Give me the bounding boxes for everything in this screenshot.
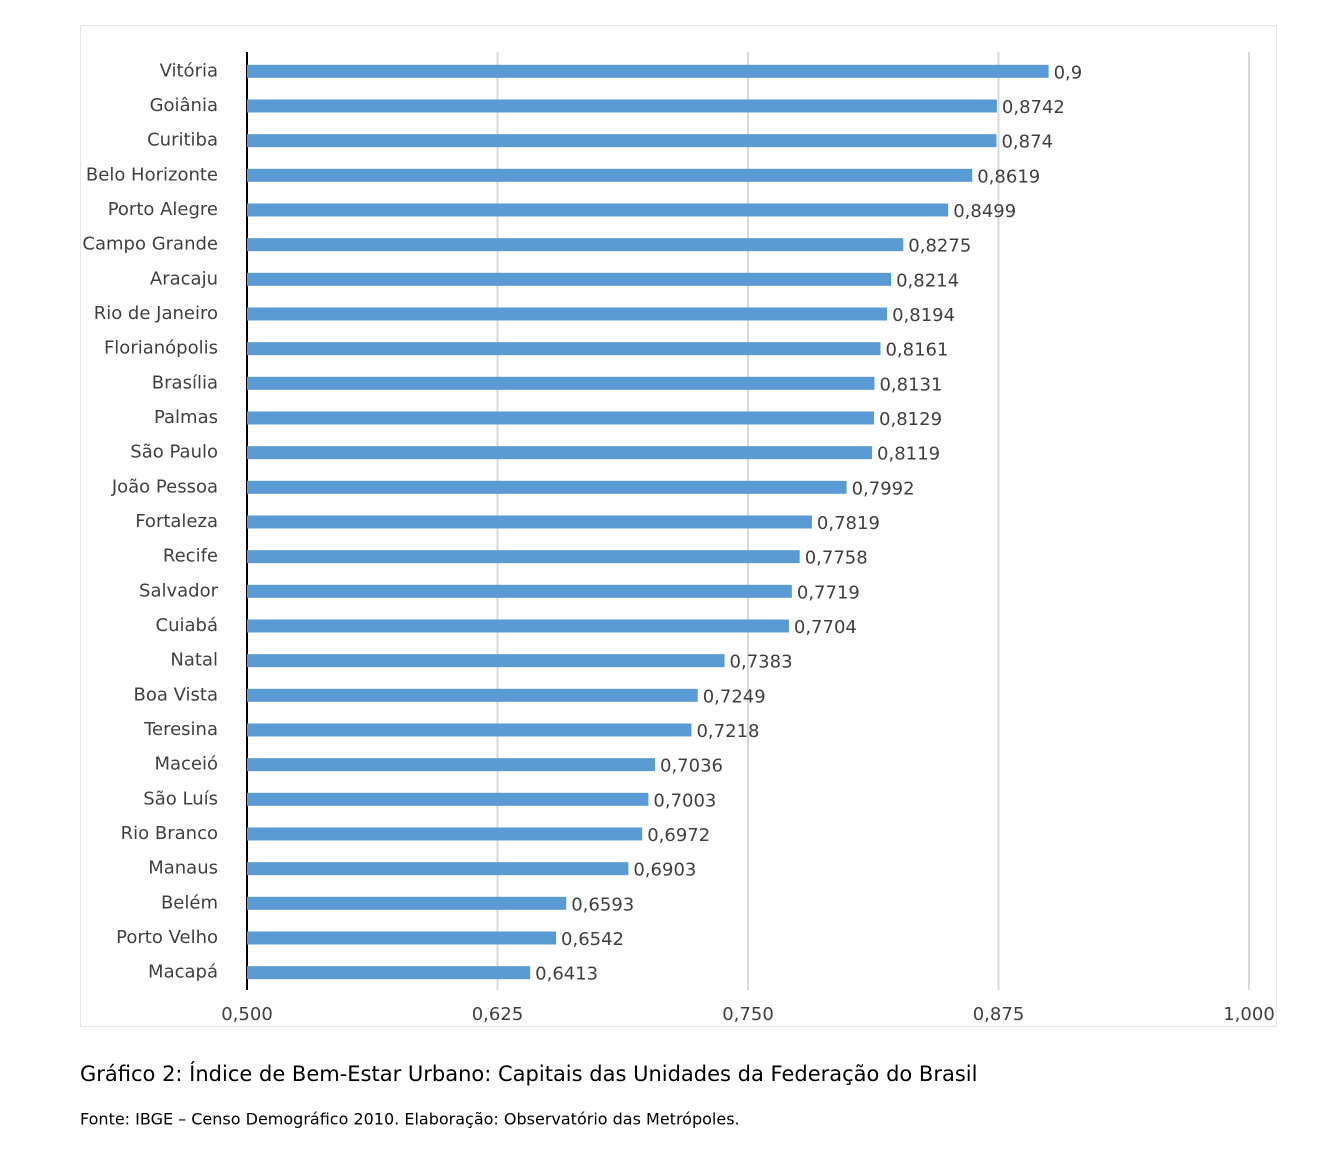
bar [247, 307, 888, 321]
x-tick-label: 0,500 [221, 1004, 273, 1025]
bar [247, 411, 875, 425]
value-label: 0,8499 [953, 201, 1016, 222]
y-tick-label: Teresina [143, 719, 218, 740]
bar [247, 584, 792, 598]
x-tick-label: 1,000 [1223, 1004, 1275, 1025]
y-tick-label: Recife [163, 546, 218, 567]
bar [247, 896, 567, 910]
value-label: 0,7992 [852, 478, 915, 499]
value-label: 0,8194 [892, 305, 955, 326]
y-tick-label: Rio Branco [121, 823, 218, 844]
y-tick-label: Curitiba [147, 130, 218, 151]
value-label: 0,7218 [696, 721, 759, 742]
bar [247, 203, 949, 217]
value-label: 0,8214 [896, 270, 959, 291]
y-tick-label: Aracaju [150, 268, 218, 289]
y-tick-label: Boa Vista [134, 684, 219, 705]
y-tick-label: Goiânia [150, 95, 218, 116]
y-tick-label: Florianópolis [104, 338, 218, 359]
value-label: 0,8161 [885, 340, 948, 361]
y-tick-label: Porto Velho [116, 927, 218, 948]
x-tick-label: 0,875 [973, 1004, 1025, 1025]
value-label: 0,9 [1054, 62, 1083, 83]
y-tick-label: São Luís [143, 788, 218, 809]
value-label: 0,8742 [1002, 97, 1065, 118]
value-label: 0,7719 [797, 582, 860, 603]
value-label: 0,7003 [653, 790, 716, 811]
y-tick-label: Rio de Janeiro [94, 303, 218, 324]
y-tick-label: Maceió [154, 754, 218, 775]
y-tick-label: Salvador [139, 580, 219, 601]
bar [247, 688, 698, 702]
value-label: 0,8131 [879, 374, 942, 395]
bar [247, 168, 973, 182]
bar [247, 446, 873, 460]
value-label: 0,6413 [535, 964, 598, 985]
y-tick-label: Macapá [148, 962, 218, 983]
y-tick-label: Vitória [160, 60, 218, 81]
y-tick-label: Brasília [152, 372, 218, 393]
bar [247, 758, 656, 772]
y-tick-label: João Pessoa [111, 476, 218, 497]
y-tick-label: Palmas [154, 407, 218, 428]
y-tick-label: Natal [170, 650, 218, 671]
value-label: 0,7383 [730, 652, 793, 673]
value-label: 0,8119 [877, 444, 940, 465]
bar [247, 99, 997, 113]
value-label: 0,6972 [647, 825, 710, 846]
bar [247, 654, 725, 668]
y-tick-label: Manaus [148, 858, 218, 879]
x-tick-label: 0,750 [722, 1004, 774, 1025]
caption: Gráfico 2: Índice de Bem-Estar Urbano: C… [80, 1061, 977, 1086]
source: Fonte: IBGE – Censo Demográfico 2010. El… [80, 1110, 740, 1129]
bar [247, 931, 557, 945]
value-label: 0,6903 [633, 860, 696, 881]
value-label: 0,7704 [794, 617, 857, 638]
y-tick-label: Cuiabá [156, 615, 218, 636]
bar [247, 862, 629, 876]
bar [247, 515, 812, 529]
bar [247, 376, 875, 390]
bar [247, 966, 531, 980]
value-label: 0,7758 [805, 548, 868, 569]
bar [247, 480, 847, 494]
bar [247, 238, 904, 252]
value-label: 0,8129 [879, 409, 942, 430]
y-tick-label: Belo Horizonte [86, 164, 218, 185]
value-label: 0,8275 [908, 236, 971, 257]
bar [247, 827, 643, 841]
y-tick-label: Belém [161, 892, 218, 913]
value-label: 0,7819 [817, 513, 880, 534]
value-label: 0,7249 [703, 686, 766, 707]
bar [247, 272, 892, 286]
bar [247, 64, 1049, 78]
bar [247, 342, 881, 356]
bar [247, 134, 997, 148]
value-label: 0,8619 [977, 166, 1040, 187]
value-label: 0,7036 [660, 756, 723, 777]
bar [247, 619, 789, 633]
bar [247, 792, 649, 806]
y-tick-label: São Paulo [130, 442, 218, 463]
value-label: 0,6593 [571, 894, 634, 915]
y-tick-label: Fortaleza [135, 511, 218, 532]
y-tick-label: Porto Alegre [108, 199, 218, 220]
bar [247, 723, 692, 737]
y-tick-label: Campo Grande [82, 234, 218, 255]
chart-border [80, 25, 1277, 1027]
x-tick-label: 0,625 [472, 1004, 524, 1025]
value-label: 0,6542 [561, 929, 624, 950]
value-label: 0,874 [1001, 132, 1053, 153]
bar [247, 550, 800, 564]
